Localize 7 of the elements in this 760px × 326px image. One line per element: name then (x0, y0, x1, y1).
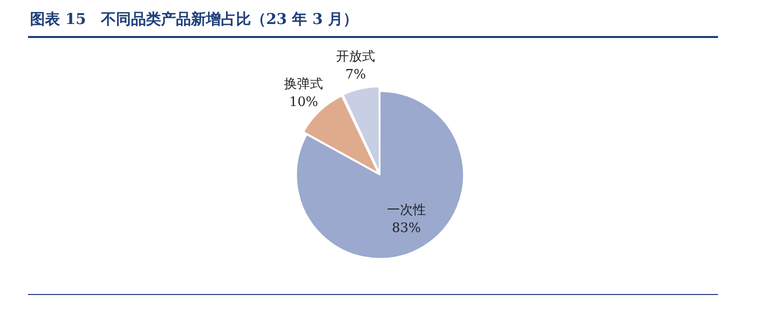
data-label: 7% (345, 68, 366, 83)
data-label: 83% (392, 220, 421, 236)
chart-title: 图表 15 不同品类产品新增占比（23 年 3 月） (30, 10, 358, 29)
data-label: 10% (289, 95, 318, 110)
slice-label: 一次性 (386, 202, 426, 218)
slice-label: 开放式 (336, 50, 376, 65)
slice-label: 换弹式 (284, 77, 324, 92)
